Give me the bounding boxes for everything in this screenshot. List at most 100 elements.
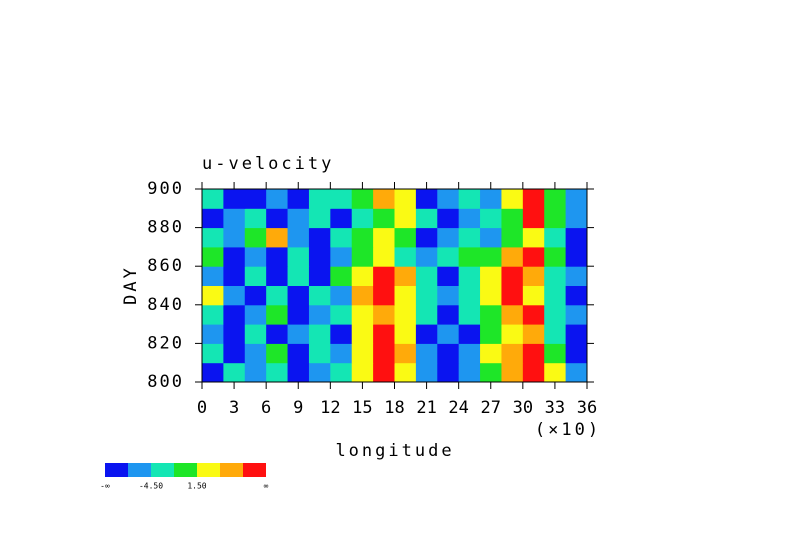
cell bbox=[394, 208, 417, 229]
cell bbox=[330, 362, 353, 383]
cell bbox=[544, 227, 567, 248]
cell bbox=[223, 285, 246, 306]
cell bbox=[544, 343, 567, 364]
y-tick-label: 800 bbox=[147, 372, 184, 392]
cell bbox=[437, 343, 460, 364]
cell bbox=[266, 362, 289, 383]
cell bbox=[522, 324, 545, 344]
cell bbox=[415, 285, 438, 306]
colorbar-label: 1.50 bbox=[187, 482, 206, 491]
cell bbox=[223, 343, 246, 364]
cell bbox=[330, 324, 353, 344]
cell bbox=[244, 324, 267, 344]
cell bbox=[544, 324, 567, 344]
cell bbox=[373, 208, 395, 229]
cell bbox=[565, 304, 588, 325]
cell bbox=[223, 189, 246, 209]
cell bbox=[287, 227, 310, 248]
cell bbox=[308, 304, 331, 325]
cell bbox=[501, 362, 524, 383]
cell bbox=[415, 362, 438, 383]
cell bbox=[308, 189, 331, 209]
cell bbox=[565, 324, 588, 344]
cell bbox=[522, 304, 545, 325]
cell bbox=[565, 285, 588, 306]
cell bbox=[480, 285, 502, 306]
cell bbox=[437, 362, 460, 383]
cell bbox=[351, 285, 374, 306]
cell bbox=[501, 227, 524, 248]
cell bbox=[202, 246, 224, 267]
cell bbox=[394, 304, 417, 325]
cell bbox=[287, 343, 310, 364]
cell bbox=[373, 189, 395, 209]
y-tick-label: 820 bbox=[147, 333, 184, 353]
cell bbox=[266, 285, 289, 306]
cell bbox=[565, 343, 588, 364]
colorbar-swatch bbox=[105, 463, 128, 477]
colorbar-label: -4.50 bbox=[139, 482, 163, 491]
colorbar-swatch bbox=[243, 463, 266, 477]
cell bbox=[544, 208, 567, 229]
cell bbox=[287, 189, 310, 209]
cell bbox=[308, 343, 331, 364]
x-axis-label: longitude bbox=[335, 441, 454, 461]
cell bbox=[351, 266, 374, 286]
cell bbox=[480, 362, 502, 383]
colorbar-swatch bbox=[220, 463, 243, 477]
cell bbox=[202, 324, 224, 344]
y-tick-label: 860 bbox=[147, 256, 184, 276]
cell bbox=[202, 227, 224, 248]
y-tick-label: 880 bbox=[147, 218, 184, 238]
cell bbox=[437, 246, 460, 267]
cell bbox=[287, 266, 310, 286]
x-tick-label: 30 bbox=[513, 398, 533, 418]
cell bbox=[394, 362, 417, 383]
cell bbox=[522, 266, 545, 286]
chart-title: u-velocity bbox=[202, 154, 334, 174]
cell bbox=[351, 227, 374, 248]
y-tick-label: 840 bbox=[147, 295, 184, 315]
cell bbox=[501, 343, 524, 364]
cell bbox=[266, 189, 289, 209]
cell bbox=[373, 285, 395, 306]
cell bbox=[266, 304, 289, 325]
cell bbox=[308, 266, 331, 286]
colorbar-swatch bbox=[174, 463, 197, 477]
field bbox=[202, 189, 588, 383]
cell bbox=[565, 266, 588, 286]
x-tick-label: 6 bbox=[261, 398, 271, 418]
cell bbox=[458, 362, 481, 383]
cell bbox=[458, 324, 481, 344]
cell bbox=[202, 343, 224, 364]
cell bbox=[351, 324, 374, 344]
cell bbox=[351, 343, 374, 364]
cell bbox=[244, 246, 267, 267]
cell bbox=[415, 208, 438, 229]
cell bbox=[330, 266, 353, 286]
cell bbox=[308, 227, 331, 248]
cell bbox=[223, 324, 246, 344]
cell bbox=[373, 324, 395, 344]
cell bbox=[480, 246, 502, 267]
cell bbox=[244, 343, 267, 364]
cell bbox=[373, 362, 395, 383]
x-tick-label: 12 bbox=[320, 398, 340, 418]
x-tick-label: 15 bbox=[352, 398, 372, 418]
cell bbox=[565, 208, 588, 229]
cell bbox=[244, 362, 267, 383]
cell bbox=[565, 189, 588, 209]
cell bbox=[480, 343, 502, 364]
cell bbox=[458, 246, 481, 267]
cell bbox=[308, 362, 331, 383]
x-tick-label: 0 bbox=[197, 398, 207, 418]
cell bbox=[202, 304, 224, 325]
cell bbox=[565, 227, 588, 248]
cell bbox=[266, 227, 289, 248]
cell bbox=[266, 266, 289, 286]
cell bbox=[394, 324, 417, 344]
cell bbox=[266, 208, 289, 229]
cell bbox=[544, 189, 567, 209]
cell bbox=[565, 246, 588, 267]
cell bbox=[415, 189, 438, 209]
